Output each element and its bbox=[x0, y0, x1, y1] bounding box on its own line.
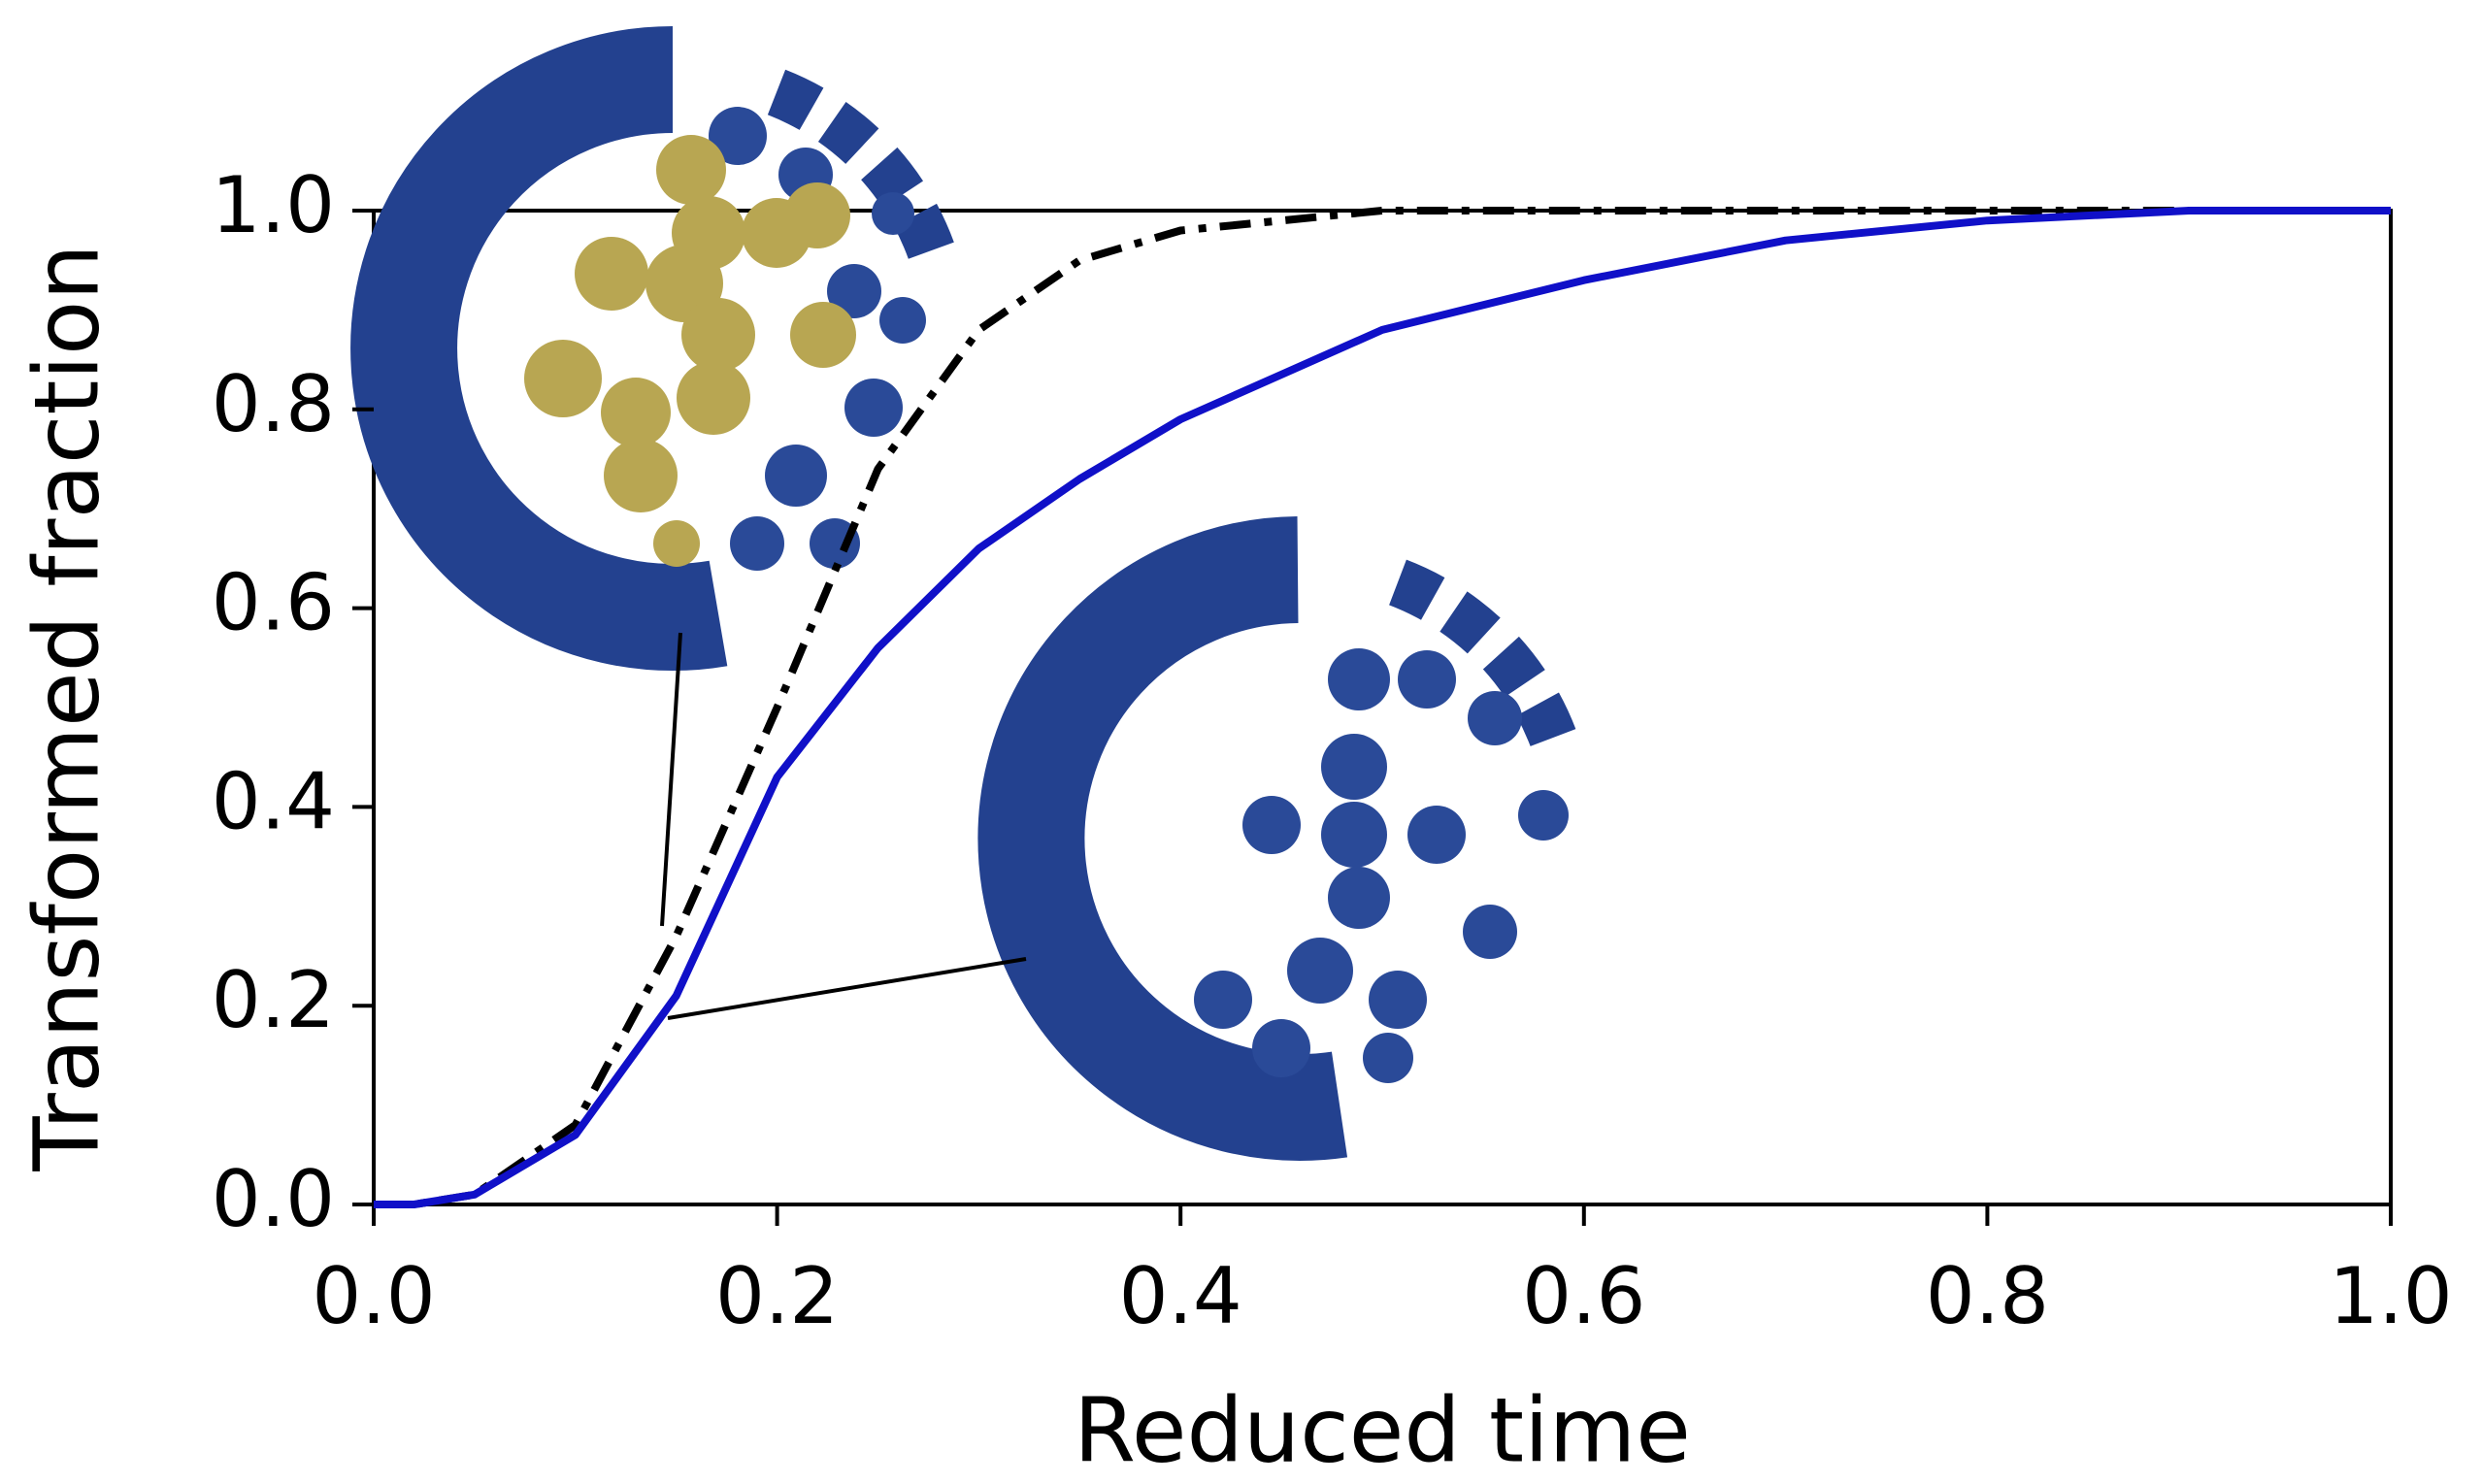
plot-frame bbox=[372, 209, 2393, 1206]
y-tick-label: 0.8 bbox=[212, 359, 335, 449]
y-tick-label: 0.6 bbox=[212, 558, 335, 648]
illustration-particle-2 bbox=[977, 516, 1576, 1161]
illustration-particle-1 bbox=[350, 26, 955, 671]
x-tick-label: 1.0 bbox=[2329, 1251, 2452, 1341]
x-tick-label: 0.6 bbox=[1522, 1251, 1645, 1341]
data-line bbox=[374, 207, 2391, 1208]
x-axis-label: Reduced time bbox=[1074, 1378, 1691, 1482]
leader-line bbox=[667, 957, 1027, 1020]
y-axis-label: Transformed fraction bbox=[15, 244, 118, 1171]
x-tick-label: 0.0 bbox=[312, 1251, 435, 1341]
y-tick-label: 0.0 bbox=[212, 1154, 335, 1244]
y-tick-label: 0.4 bbox=[212, 756, 335, 846]
y-tick-label: 0.2 bbox=[212, 955, 335, 1045]
x-tick-label: 0.4 bbox=[1119, 1251, 1242, 1341]
data-line bbox=[374, 207, 2391, 1208]
y-tick-label: 1.0 bbox=[212, 160, 335, 250]
leader-line bbox=[660, 632, 682, 927]
x-tick-label: 0.2 bbox=[715, 1251, 839, 1341]
x-tick-label: 0.8 bbox=[1926, 1251, 2049, 1341]
